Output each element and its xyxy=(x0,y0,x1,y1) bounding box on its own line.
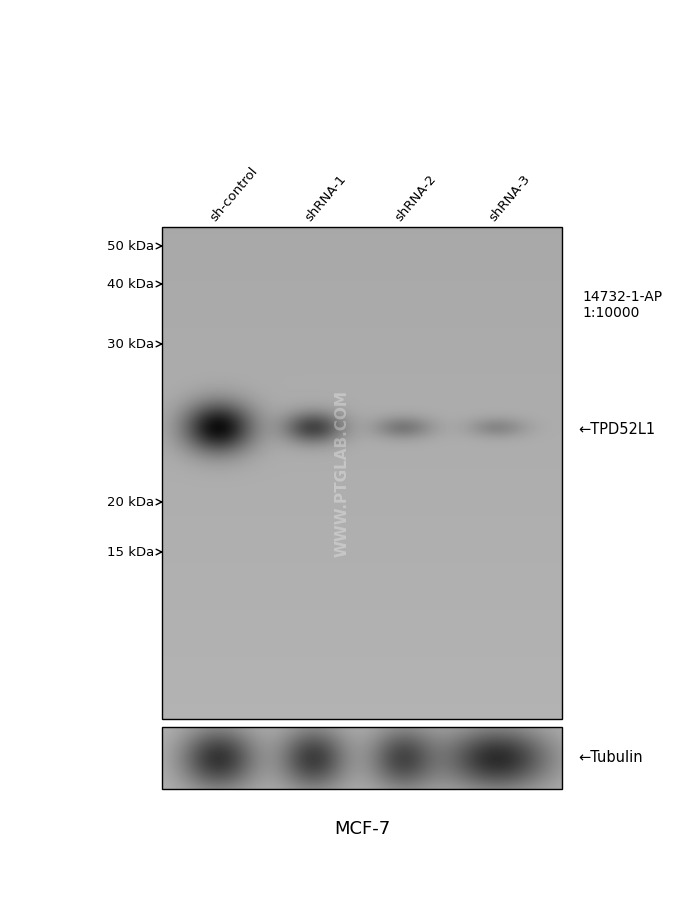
Text: 50 kDa: 50 kDa xyxy=(107,240,154,253)
Text: 14732-1-AP
1:10000: 14732-1-AP 1:10000 xyxy=(582,290,662,320)
Text: sh-control: sh-control xyxy=(208,164,260,224)
Text: MCF-7: MCF-7 xyxy=(334,819,390,837)
Bar xyxy=(162,727,562,789)
Text: shRNA-1: shRNA-1 xyxy=(303,172,349,224)
Text: 30 kDa: 30 kDa xyxy=(107,338,154,351)
Bar xyxy=(162,227,562,719)
Text: 40 kDa: 40 kDa xyxy=(107,278,154,291)
Text: 15 kDa: 15 kDa xyxy=(106,546,154,559)
Text: shRNA-2: shRNA-2 xyxy=(393,172,439,224)
Text: 20 kDa: 20 kDa xyxy=(107,496,154,509)
Text: ←TPD52L1: ←TPD52L1 xyxy=(578,422,655,437)
Text: shRNA-3: shRNA-3 xyxy=(487,172,533,224)
Text: ←Tubulin: ←Tubulin xyxy=(578,750,643,765)
Text: WWW.PTGLAB.COM: WWW.PTGLAB.COM xyxy=(335,390,349,557)
